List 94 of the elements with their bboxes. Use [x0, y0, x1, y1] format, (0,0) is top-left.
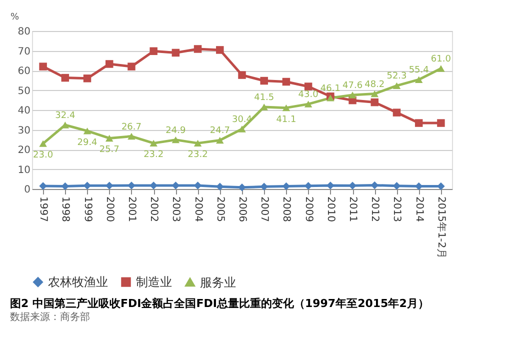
- y-tick-label: 0: [24, 184, 30, 196]
- legend-label: 服务业: [200, 275, 236, 290]
- point: [105, 134, 114, 142]
- data-label: 46.1: [320, 84, 340, 94]
- point: [238, 71, 246, 79]
- source-note: 数据来源：商务部: [10, 311, 90, 323]
- point: [39, 140, 47, 147]
- y-tick-label: 70: [18, 46, 30, 58]
- x-tick-label: 2010: [324, 196, 336, 222]
- point: [414, 76, 423, 83]
- y-tick-label: 30: [18, 125, 30, 136]
- point: [414, 119, 423, 127]
- x-tick-label: 2002: [148, 196, 160, 222]
- data-label: 32.4: [55, 111, 76, 122]
- x-tick-label: 2012: [369, 196, 380, 222]
- x-tick-label: 2015年1-2月: [435, 196, 448, 258]
- data-label: 29.4: [77, 138, 98, 148]
- y-tick-label: 10: [18, 164, 30, 176]
- point: [83, 128, 92, 134]
- legend-label: 制造业: [136, 275, 172, 290]
- point: [128, 132, 136, 140]
- point: [150, 47, 158, 56]
- point: [172, 48, 180, 57]
- point: [150, 182, 158, 190]
- point: [216, 182, 224, 191]
- point: [437, 182, 445, 190]
- point: [61, 74, 70, 82]
- y-tick-label: 80: [18, 26, 30, 38]
- point: [392, 108, 401, 116]
- point: [105, 60, 114, 68]
- point: [437, 65, 445, 72]
- x-tick-label: 2014: [413, 196, 424, 222]
- x-tick-label: 1998: [60, 196, 71, 222]
- x-tick-label: 2008: [280, 196, 292, 222]
- x-tick-label: 2005: [214, 196, 226, 222]
- point: [282, 78, 290, 86]
- point: [150, 140, 158, 147]
- data-label: 23.2: [144, 150, 164, 160]
- x-tick-label: 2004: [192, 196, 204, 222]
- point: [194, 45, 202, 53]
- x-tick-label: 2001: [126, 196, 137, 222]
- y-axis-title: %: [10, 12, 20, 22]
- point: [348, 92, 356, 98]
- point: [304, 100, 312, 108]
- point: [370, 98, 379, 106]
- point: [39, 182, 47, 190]
- data-label: 26.7: [121, 122, 142, 132]
- x-tick-label: 2009: [302, 196, 314, 222]
- point: [216, 46, 224, 54]
- point: [282, 104, 290, 112]
- x-tick-label: 2000: [104, 196, 115, 222]
- point: [437, 119, 445, 127]
- point: [128, 182, 136, 190]
- point: [304, 82, 312, 90]
- data-label: 23.2: [188, 150, 208, 160]
- x-tick-label: 2003: [170, 196, 182, 222]
- point: [238, 126, 246, 132]
- point: [238, 184, 246, 192]
- y-tick-label: 40: [18, 106, 30, 116]
- point: [370, 90, 379, 98]
- point: [172, 136, 180, 144]
- x-tick-label: 2007: [258, 196, 270, 222]
- y-tick-label: 50: [18, 86, 30, 97]
- x-tick-label: 2013: [391, 196, 402, 222]
- data-label: 24.9: [166, 126, 186, 136]
- data-label: 25.7: [99, 145, 120, 156]
- point: [260, 182, 268, 191]
- data-label: 41.5: [254, 93, 274, 104]
- x-tick-label: 1997: [38, 196, 49, 222]
- legend-label: 农林牧渔业: [48, 275, 108, 290]
- point: [128, 62, 136, 70]
- data-label: 43.0: [298, 90, 319, 100]
- point: [39, 62, 47, 70]
- data-label: 24.7: [210, 126, 230, 136]
- data-label: 47.6: [342, 80, 363, 91]
- point: [392, 82, 401, 90]
- data-label: 23.0: [33, 150, 54, 161]
- data-label: 55.4: [408, 66, 430, 76]
- y-tick-label: 60: [18, 66, 30, 77]
- data-label: 61.0: [430, 54, 452, 65]
- data-label: 52.3: [386, 72, 407, 82]
- x-tick-label: 2006: [236, 196, 248, 222]
- point: [194, 140, 202, 147]
- data-label: 48.2: [364, 80, 385, 90]
- point: [260, 76, 268, 85]
- data-label: 41.1: [276, 114, 296, 125]
- x-tick-label: 2011: [347, 196, 358, 222]
- point: [326, 182, 334, 190]
- point: [83, 74, 92, 82]
- point: [348, 182, 356, 190]
- text: 图2 中国第三产业吸收FDI金额占全国FDI总量比重的变化（1997年至2015年2月）: [10, 297, 429, 310]
- x-tick-label: 1999: [82, 196, 93, 222]
- point: [216, 136, 224, 144]
- y-tick-label: 20: [18, 145, 30, 156]
